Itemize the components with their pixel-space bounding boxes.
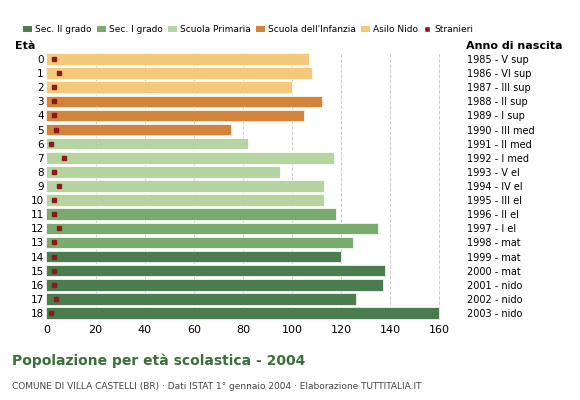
- Bar: [46, 208, 336, 220]
- Bar: [46, 194, 324, 206]
- Bar: [46, 53, 309, 65]
- Bar: [46, 293, 356, 305]
- Text: COMUNE DI VILLA CASTELLI (BR) · Dati ISTAT 1° gennaio 2004 · Elaborazione TUTTIT: COMUNE DI VILLA CASTELLI (BR) · Dati IST…: [12, 382, 421, 391]
- Bar: [46, 166, 280, 178]
- Legend: Sec. II grado, Sec. I grado, Scuola Primaria, Scuola dell'Infanzia, Asilo Nido, : Sec. II grado, Sec. I grado, Scuola Prim…: [20, 22, 477, 38]
- Bar: [46, 67, 311, 79]
- Bar: [46, 152, 334, 164]
- Text: Anno di nascita: Anno di nascita: [466, 41, 563, 51]
- Bar: [46, 180, 324, 192]
- Bar: [46, 82, 292, 93]
- Bar: [46, 110, 304, 121]
- Bar: [46, 237, 353, 248]
- Bar: [46, 265, 385, 276]
- Bar: [46, 138, 248, 150]
- Bar: [46, 222, 378, 234]
- Bar: [46, 307, 440, 319]
- Bar: [46, 251, 341, 262]
- Text: Popolazione per età scolastica - 2004: Popolazione per età scolastica - 2004: [12, 354, 305, 368]
- Bar: [46, 96, 321, 107]
- Bar: [46, 279, 383, 290]
- Bar: [46, 124, 231, 135]
- Text: Età: Età: [15, 41, 35, 51]
